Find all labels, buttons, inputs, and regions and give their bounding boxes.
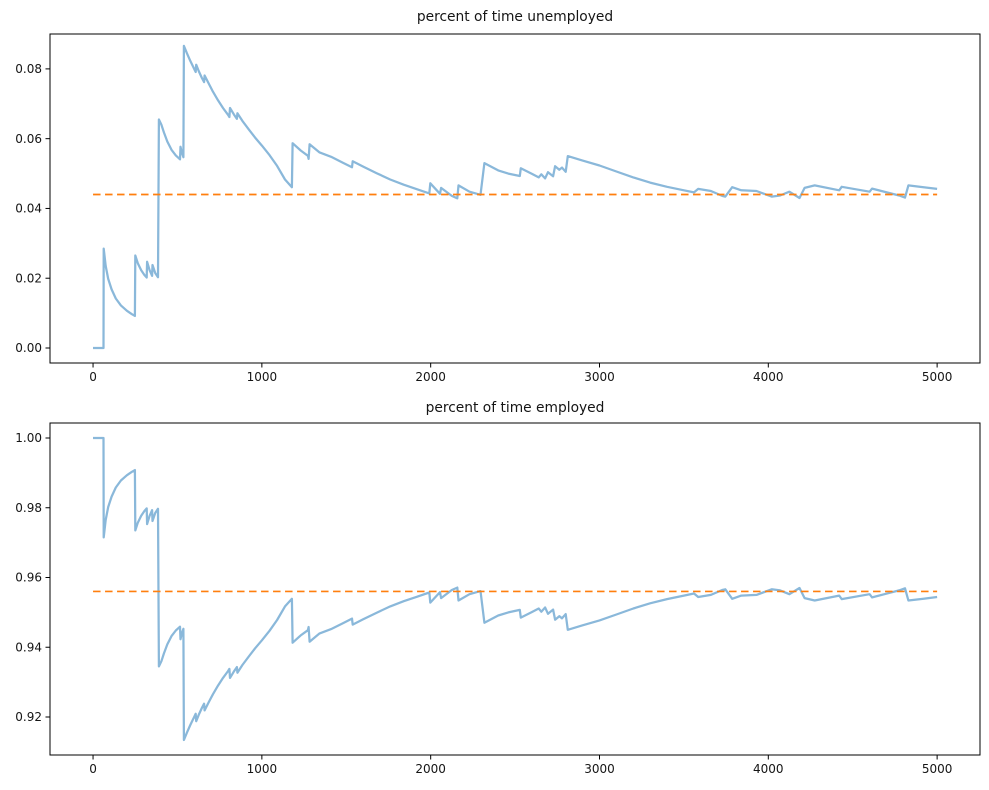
x-tick-label: 1000 <box>247 762 278 776</box>
y-tick-label: 0.08 <box>15 62 42 76</box>
y-tick-label: 0.02 <box>15 271 42 285</box>
x-tick-label: 3000 <box>584 370 615 384</box>
axes-frame <box>49 33 981 364</box>
x-tick-label: 4000 <box>753 370 784 384</box>
x-tick-label: 5000 <box>922 762 953 776</box>
y-tick-label: 1.00 <box>15 431 42 445</box>
y-tick-label: 0.00 <box>15 341 42 355</box>
employed-chart-title: percent of time employed <box>426 400 605 416</box>
unemployed-chart: percent of time unemployed 0 1000 2000 3000… <box>15 9 981 384</box>
y-tick-label: 0.96 <box>15 571 42 585</box>
x-tick-label: 2000 <box>415 762 446 776</box>
x-tick-label: 4000 <box>753 762 784 776</box>
series-line <box>93 436 938 742</box>
x-tick-label: 2000 <box>415 370 446 384</box>
series-line <box>93 44 938 350</box>
y-tick-label: 0.94 <box>15 640 42 654</box>
y-tick-label: 0.92 <box>15 710 42 724</box>
y-tick-label: 0.98 <box>15 501 42 515</box>
x-tick-label: 0 <box>89 762 97 776</box>
axes-frame <box>49 422 981 756</box>
x-tick-label: 3000 <box>584 762 615 776</box>
x-tick-label: 5000 <box>922 370 953 384</box>
y-tick-label: 0.06 <box>15 132 42 146</box>
x-tick-label: 0 <box>89 370 97 384</box>
y-tick-label: 0.04 <box>15 202 42 216</box>
employed-chart: percent of time employed 0 1000 2000 3000 40… <box>15 400 981 776</box>
x-tick-label: 1000 <box>247 370 278 384</box>
unemployed-chart-title: percent of time unemployed <box>417 9 613 25</box>
